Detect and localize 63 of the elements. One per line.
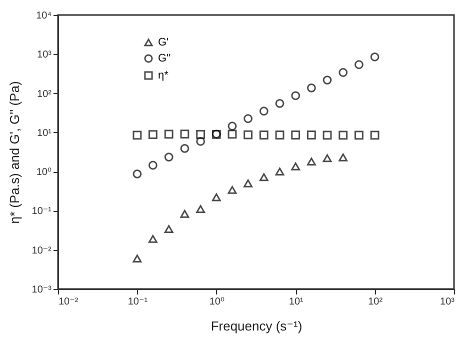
- x-tick-label: 10³: [440, 296, 456, 308]
- point: [164, 152, 174, 162]
- point: [275, 99, 284, 108]
- legend-label: η*: [158, 70, 170, 82]
- y-axis-title: η* (Pa.s) and G', G'' (Pa): [6, 81, 22, 224]
- point: [244, 179, 253, 188]
- point: [164, 225, 174, 234]
- point: [228, 122, 237, 131]
- point: [291, 130, 300, 140]
- point: [259, 173, 268, 182]
- point: [132, 169, 142, 178]
- point: [196, 136, 206, 146]
- y-tick-label: 10²: [37, 88, 52, 100]
- point: [228, 186, 237, 194]
- x-tick-label: 10⁰: [209, 296, 224, 308]
- point: [338, 130, 348, 140]
- point: [370, 52, 380, 62]
- point: [132, 254, 142, 262]
- point: [291, 162, 300, 170]
- y-tick-label: 10⁴: [36, 10, 52, 22]
- point: [164, 130, 174, 139]
- y-tick-label: 10⁻¹: [32, 206, 52, 218]
- y-tick-label: 10⁰: [36, 167, 52, 178]
- point: [338, 68, 348, 77]
- point: [322, 76, 332, 84]
- point: [338, 153, 348, 162]
- point: [259, 130, 268, 140]
- point: [244, 130, 253, 140]
- point: [322, 130, 332, 140]
- point: [148, 234, 158, 243]
- legend-label: G': [158, 36, 169, 48]
- y-tick-label: 10³: [37, 50, 52, 61]
- point: [228, 130, 237, 139]
- point: [196, 205, 206, 214]
- point: [370, 130, 380, 140]
- point: [132, 130, 142, 140]
- point: [354, 130, 364, 140]
- point: [306, 83, 316, 92]
- point: [259, 106, 268, 116]
- point: [180, 144, 190, 153]
- point: [306, 130, 316, 140]
- point: [291, 91, 300, 100]
- point: [275, 130, 284, 140]
- x-tick-label: 10²: [368, 296, 384, 308]
- x-tick-label: 10¹: [288, 296, 304, 308]
- y-tick-label: 10¹: [37, 128, 52, 139]
- x-tick-label: 10⁻¹: [128, 296, 148, 308]
- x-tick-label: 10⁻²: [58, 296, 79, 308]
- legend-label: G'': [158, 52, 171, 64]
- point: [148, 160, 158, 170]
- y-tick-label: 10⁻²: [32, 245, 52, 256]
- point: [148, 130, 158, 140]
- point: [306, 158, 316, 166]
- point: [180, 130, 190, 138]
- point: [212, 193, 221, 202]
- point: [244, 114, 253, 124]
- point: [196, 130, 206, 139]
- point: [180, 210, 190, 218]
- point: [275, 168, 284, 176]
- x-axis-title: Frequency (s⁻¹): [210, 318, 302, 334]
- point: [322, 154, 332, 162]
- point: [354, 60, 364, 70]
- y-tick-label: 10⁻³: [32, 284, 52, 296]
